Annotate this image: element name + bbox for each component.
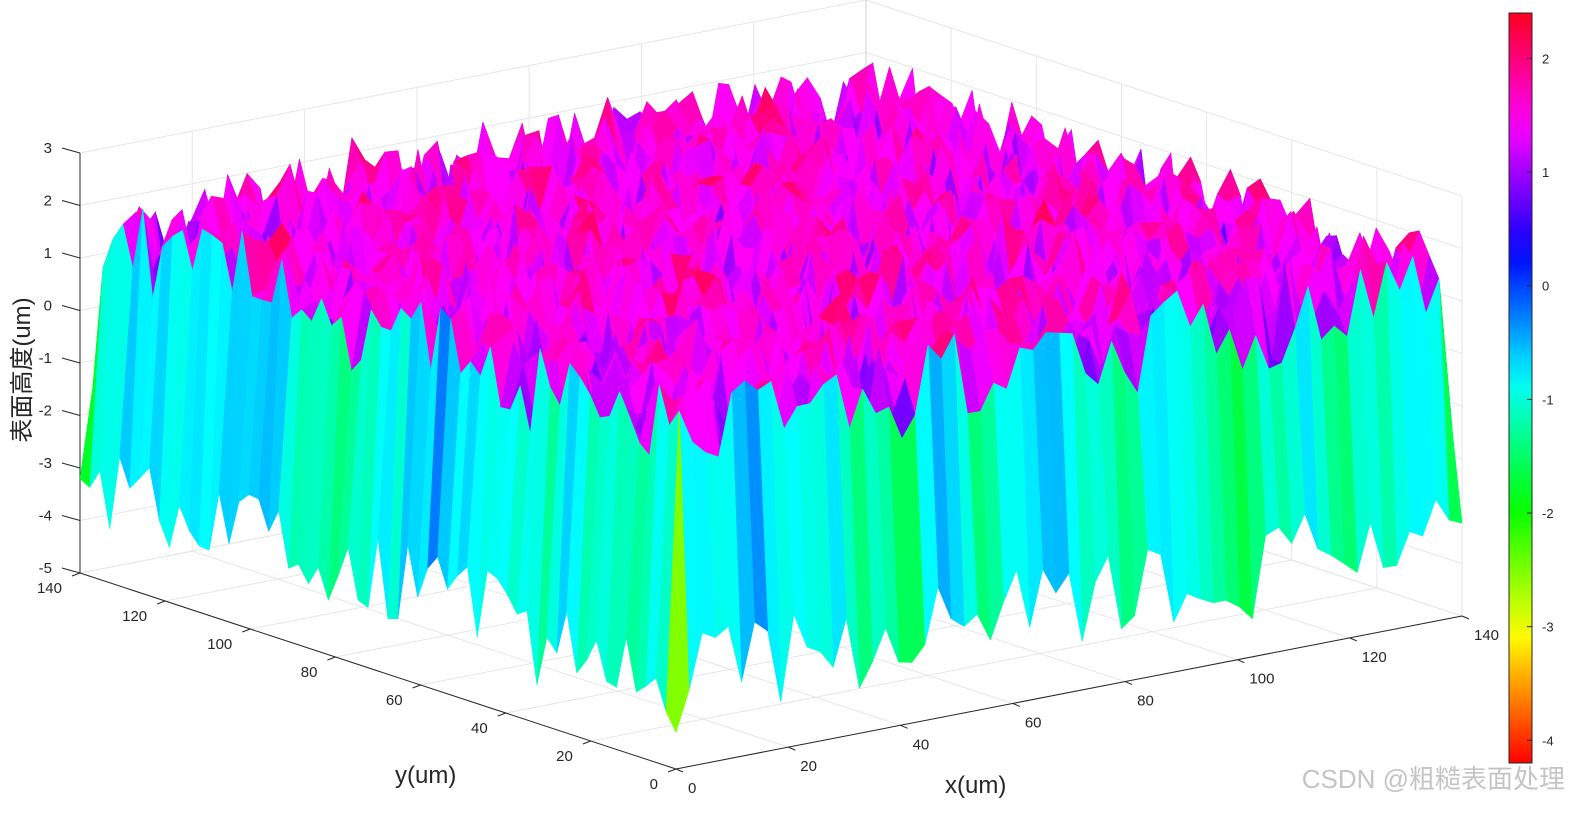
y-tick-mark bbox=[242, 628, 251, 633]
x-tick-mark bbox=[788, 746, 796, 751]
x-tick-mark bbox=[1124, 681, 1133, 686]
floor-grid-line-x bbox=[192, 550, 789, 748]
y-tick-label: 140 bbox=[37, 580, 62, 597]
z-tick-label: -2 bbox=[39, 403, 52, 420]
colorbar-tick-label: 2 bbox=[1542, 51, 1549, 66]
side-wall-grid-z bbox=[865, 52, 1463, 249]
x-tick-label: 60 bbox=[1025, 714, 1042, 731]
y-tick-label: 40 bbox=[471, 720, 488, 737]
z-tick-mark bbox=[61, 357, 81, 364]
y-tick-mark bbox=[582, 740, 592, 745]
colorbar-bar bbox=[1508, 12, 1533, 764]
back-wall-grid-z bbox=[79, 52, 867, 206]
y-tick-label: 80 bbox=[301, 664, 318, 681]
x-tick-mark bbox=[1461, 615, 1470, 620]
floor-grid-line-y bbox=[590, 587, 1377, 742]
z-tick-label: -4 bbox=[39, 508, 52, 525]
surface-plot bbox=[79, 62, 1463, 734]
z-tick-mark bbox=[61, 305, 81, 311]
colorbar-tick-label: -4 bbox=[1542, 733, 1554, 748]
z-tick-label: -3 bbox=[39, 455, 52, 472]
colorbar-tick-label: -3 bbox=[1542, 620, 1554, 635]
back-wall-grid-z bbox=[79, 0, 867, 154]
z-tick-mark bbox=[61, 410, 81, 416]
watermark: CSDN @粗糙表面处理 bbox=[1302, 764, 1565, 794]
x-axis-line bbox=[675, 615, 1463, 770]
z-tick-label: 3 bbox=[44, 140, 52, 157]
x-tick-mark bbox=[675, 768, 684, 773]
z-tick-label: -1 bbox=[39, 350, 52, 367]
y-tick-mark bbox=[412, 684, 421, 689]
z-tick-label: 0 bbox=[44, 298, 52, 315]
z-tick-mark bbox=[61, 515, 81, 521]
x-tick-label: 140 bbox=[1474, 627, 1499, 644]
y-tick-mark bbox=[71, 572, 81, 577]
x-tick-label: 80 bbox=[1137, 693, 1154, 710]
axes-ticks: 020406080100120140020406080100120140-5-4… bbox=[37, 140, 1499, 797]
x-tick-mark bbox=[900, 724, 908, 729]
x-tick-label: 20 bbox=[800, 758, 817, 775]
y-axis-line bbox=[79, 572, 677, 770]
y-tick-label: 20 bbox=[556, 748, 573, 765]
y-tick-label: 60 bbox=[386, 692, 403, 709]
z-tick-mark bbox=[61, 252, 81, 259]
colorbar: -4 -3 -2 -1 0 1 2 bbox=[1508, 12, 1554, 764]
y-tick-label: 0 bbox=[650, 776, 658, 793]
x-axis-label: x(um) bbox=[945, 772, 1006, 799]
x-tick-mark bbox=[1012, 702, 1021, 707]
x-tick-label: 120 bbox=[1362, 649, 1387, 666]
z-tick-mark bbox=[61, 462, 81, 469]
side-wall-grid-z bbox=[865, 0, 1463, 197]
surface-facet bbox=[665, 411, 690, 734]
x-tick-mark bbox=[1237, 659, 1245, 664]
y-tick-mark bbox=[327, 656, 336, 661]
z-tick-mark bbox=[61, 200, 81, 206]
z-tick-label: -5 bbox=[39, 560, 52, 577]
y-tick-mark bbox=[497, 712, 506, 717]
z-tick-mark bbox=[61, 147, 81, 154]
y-axis-label: y(um) bbox=[395, 762, 456, 789]
x-tick-label: 40 bbox=[913, 736, 930, 753]
colorbar-tick-label: 1 bbox=[1542, 165, 1549, 180]
x-tick-mark bbox=[1349, 637, 1357, 642]
z-axis-label: 表面高度(um) bbox=[9, 297, 36, 442]
z-tick-label: 2 bbox=[44, 193, 52, 210]
x-tick-label: 100 bbox=[1249, 671, 1274, 688]
colorbar-tick-label: 0 bbox=[1542, 279, 1549, 294]
z-tick-mark bbox=[61, 567, 81, 574]
z-tick-label: 1 bbox=[44, 245, 52, 262]
y-tick-label: 100 bbox=[207, 636, 232, 653]
y-tick-mark bbox=[156, 600, 166, 605]
colorbar-tick-label: -2 bbox=[1542, 506, 1554, 521]
y-tick-label: 120 bbox=[122, 608, 147, 625]
y-tick-mark bbox=[667, 768, 677, 773]
x-tick-label: 0 bbox=[688, 780, 696, 797]
colorbar-tick-label: -1 bbox=[1542, 392, 1554, 407]
